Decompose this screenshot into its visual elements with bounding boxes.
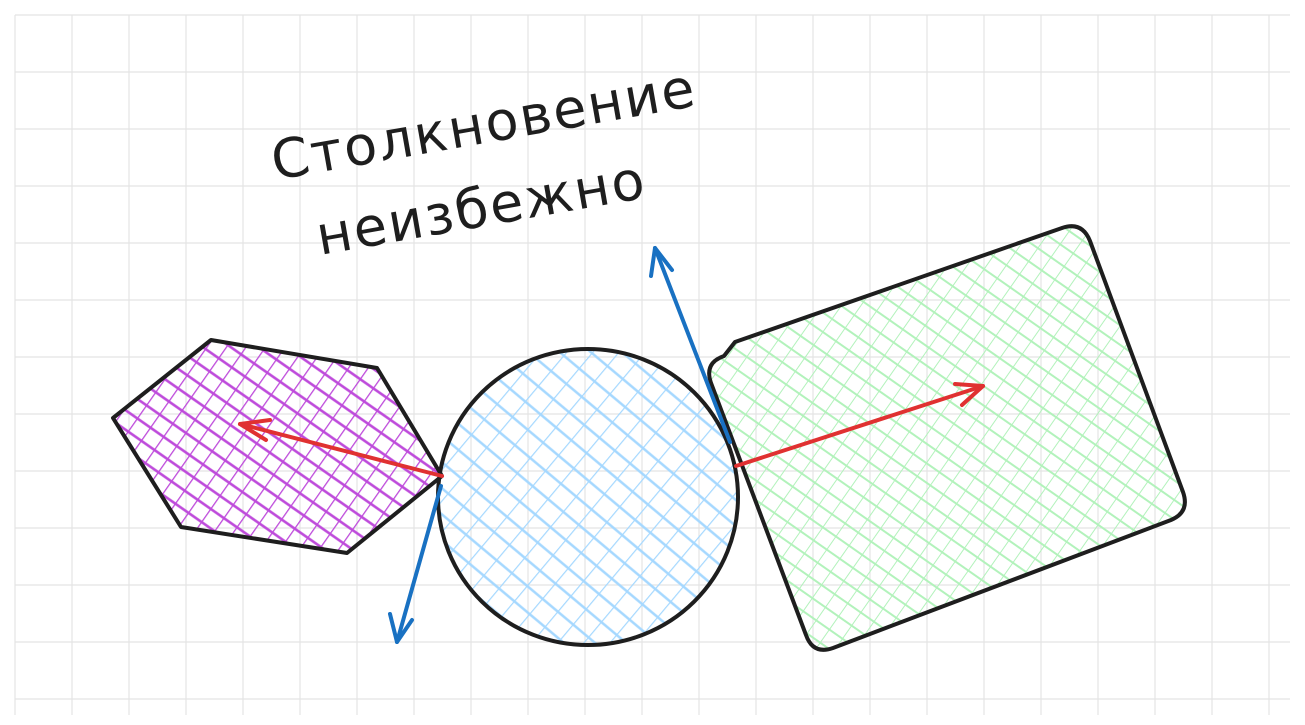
hexagon-fill [113, 340, 442, 553]
rectangle-shape [707, 224, 1187, 652]
rectangle-outline [707, 224, 1187, 652]
hexagon-shape [111, 338, 444, 555]
circle-fill [438, 349, 738, 645]
tangent-arrow-down [388, 484, 443, 644]
force-arrow-left [238, 418, 444, 478]
circle-shape [436, 347, 740, 647]
rectangle-fill [709, 226, 1185, 650]
tangent-arrow-up [649, 246, 732, 444]
force-arrow-right [734, 382, 985, 468]
